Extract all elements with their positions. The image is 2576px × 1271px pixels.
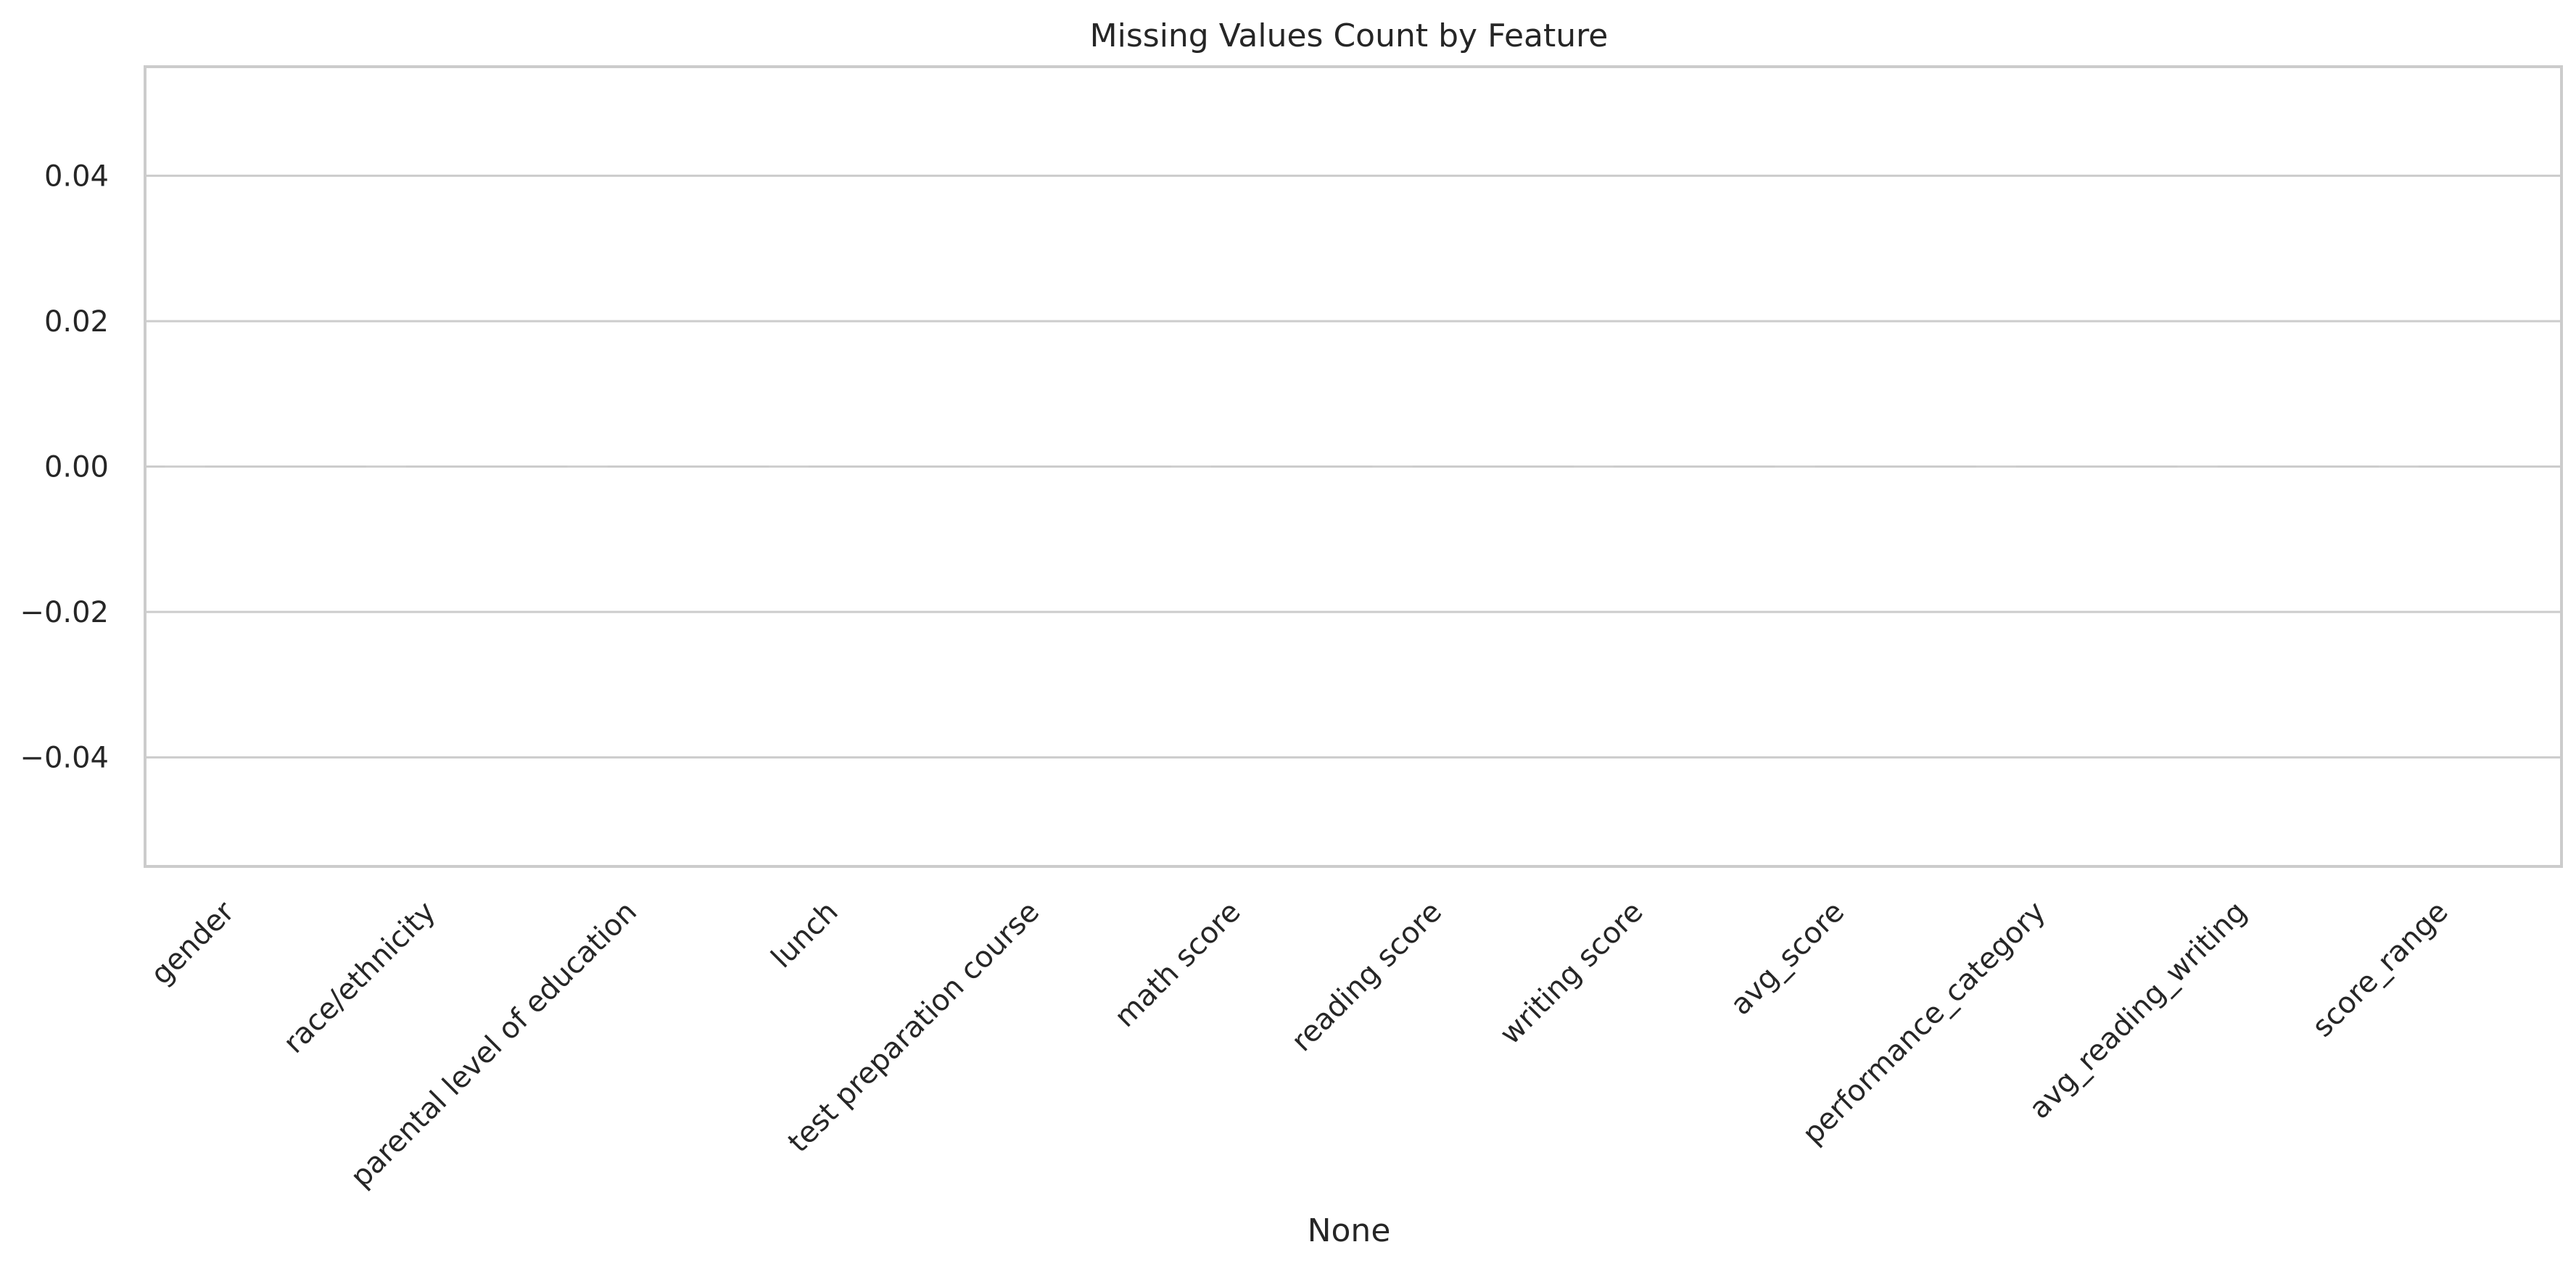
gridlines bbox=[145, 174, 2561, 759]
y-axis-ticks: −0.04 −0.02 0.00 0.02 0.04 bbox=[20, 160, 109, 774]
x-tick-label: math score bbox=[1108, 895, 1247, 1034]
y-tick-label: 0.04 bbox=[44, 160, 109, 193]
x-tick-label: lunch bbox=[765, 895, 845, 975]
y-tick-label: 0.00 bbox=[44, 451, 109, 484]
x-axis-label: None bbox=[1308, 1212, 1391, 1249]
y-tick-label: −0.02 bbox=[20, 596, 109, 629]
chart-title: Missing Values Count by Feature bbox=[1090, 17, 1609, 54]
x-tick-label: avg_score bbox=[1724, 895, 1851, 1022]
plot-frame bbox=[144, 65, 2563, 868]
y-tick-label: −0.04 bbox=[20, 742, 109, 775]
x-tick-label: reading score bbox=[1285, 895, 1448, 1059]
x-tick-label: score_range bbox=[2306, 895, 2455, 1044]
x-tick-label: gender bbox=[144, 895, 241, 991]
y-tick-label: 0.02 bbox=[44, 305, 109, 339]
x-tick-label: avg_reading_writing bbox=[2023, 895, 2253, 1126]
x-tick-label: writing score bbox=[1494, 895, 1650, 1051]
x-tick-label: race/ethnicity bbox=[277, 895, 442, 1060]
